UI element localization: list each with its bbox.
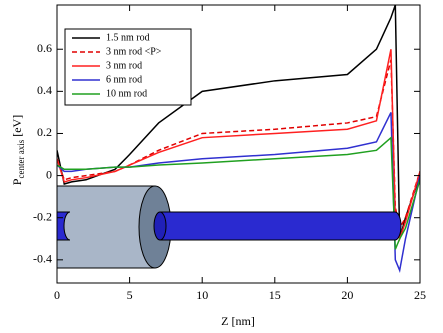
legend-label: 10 nm rod [106, 88, 147, 99]
rod-drawing [56, 185, 402, 269]
y-tick-label: 0.4 [37, 83, 52, 97]
y-tick-label: -0.4 [33, 252, 52, 266]
legend-label: 3 nm rod <P> [106, 46, 162, 57]
legend-label: 3 nm rod [106, 60, 142, 71]
y-tick-label: 0.2 [37, 125, 52, 139]
series-line [57, 5, 420, 239]
x-tick-label: 15 [269, 288, 281, 302]
x-tick-label: 25 [414, 288, 426, 302]
x-tick-label: 10 [196, 288, 208, 302]
plot-frame [56, 4, 421, 284]
legend-box [64, 28, 192, 106]
y-axis-label: Pcenter axis [eV] [10, 115, 26, 185]
x-tick-label: 5 [127, 288, 133, 302]
x-axis-label: Z [nm] [221, 314, 255, 328]
legend-label: 1.5 nm rod [106, 32, 150, 43]
legend: 1.5 nm rod 3 nm rod <P> 3 nm rod 6 nm rod 10… [72, 32, 162, 99]
legend-label: 6 nm rod [106, 74, 142, 85]
y-label-unit: [eV] [10, 115, 24, 137]
series-line [57, 112, 420, 273]
rod-body [159, 211, 402, 241]
x-tick-label: 20 [341, 288, 353, 302]
rod-inner [56, 211, 71, 241]
y-label-main: P [10, 178, 24, 185]
y-label-sub: center axis [16, 139, 26, 178]
rod-end [153, 211, 167, 241]
x-tick-label: 0 [54, 288, 60, 302]
y-tick-label: 0 [46, 167, 52, 181]
series-line [57, 136, 420, 250]
y-tick-label: 0.6 [37, 41, 52, 55]
y-tick-label: -0.2 [33, 209, 52, 223]
